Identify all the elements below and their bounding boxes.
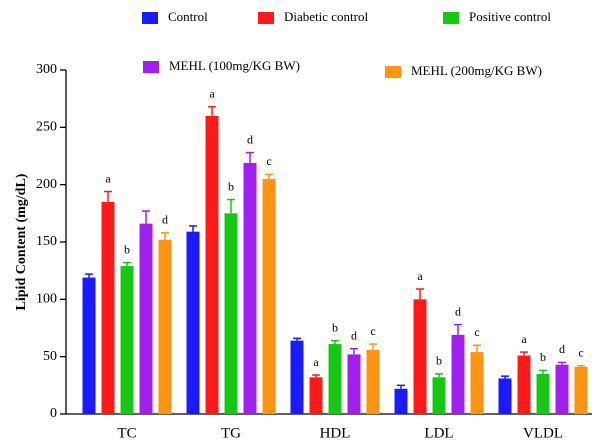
y-tick-label: 150: [36, 234, 57, 249]
significance-letter: b: [436, 354, 442, 368]
legend-label: Positive control: [469, 9, 551, 24]
significance-letter: b: [228, 179, 234, 193]
legend-label: MEHL (200mg/KG BW): [411, 63, 542, 78]
significance-letter: c: [266, 154, 271, 168]
legend-label: MEHL (100mg/KG BW): [169, 58, 300, 73]
y-tick-label: 100: [36, 292, 57, 307]
bar: [432, 377, 446, 414]
bar: [82, 277, 96, 414]
x-tick-label: VLDL: [523, 425, 563, 441]
significance-letter: c: [474, 325, 479, 339]
significance-letter: b: [332, 320, 338, 334]
legend-swatch: [143, 61, 159, 73]
significance-letter: a: [313, 355, 319, 369]
bar: [309, 377, 323, 414]
bar: [574, 366, 588, 414]
bar: [413, 299, 427, 414]
legend-label: Control: [168, 9, 208, 24]
significance-letter: a: [521, 332, 527, 346]
bar: [536, 373, 550, 414]
significance-letter: b: [540, 350, 546, 364]
y-tick-label: 300: [36, 62, 57, 77]
x-tick-label: TG: [221, 425, 241, 441]
bar: [517, 355, 531, 414]
bar: [139, 223, 153, 414]
x-tick-label: TC: [117, 425, 136, 441]
x-tick-label: LDL: [424, 425, 453, 441]
bar: [394, 388, 408, 414]
bar: [158, 239, 172, 414]
significance-letter: d: [247, 132, 253, 146]
bar: [451, 334, 465, 414]
y-tick-label: 50: [43, 349, 57, 364]
y-tick-label: 200: [36, 177, 57, 192]
significance-letter: b: [124, 242, 130, 256]
bar: [555, 364, 569, 414]
bar: [366, 349, 380, 414]
bar: [243, 162, 257, 414]
bar: [120, 266, 134, 414]
significance-letter: c: [578, 346, 583, 360]
bar: [101, 201, 115, 414]
significance-letter: a: [417, 269, 423, 283]
significance-letter: d: [559, 342, 565, 356]
legend-swatch: [142, 12, 158, 24]
significance-letter: c: [370, 324, 375, 338]
y-tick-label: 0: [50, 406, 57, 421]
significance-letter: d: [455, 304, 461, 318]
bar: [328, 344, 342, 414]
bar: [290, 340, 304, 414]
legend-swatch: [443, 12, 459, 24]
significance-letter: d: [162, 213, 168, 227]
legend-label: Diabetic control: [284, 9, 368, 24]
bar: [224, 213, 238, 414]
significance-letter: a: [209, 86, 215, 100]
legend-swatch: [258, 12, 274, 24]
y-axis-label: Lipid Content (mg/dL): [14, 173, 29, 310]
legend-swatch: [385, 66, 401, 78]
bar: [205, 115, 219, 414]
bar: [498, 378, 512, 414]
significance-letter: a: [105, 171, 111, 185]
y-tick-label: 250: [36, 120, 57, 135]
bar: [262, 178, 276, 414]
bar: [186, 231, 200, 414]
significance-letter: d: [351, 328, 357, 342]
bar: [470, 352, 484, 414]
bar: [347, 354, 361, 414]
x-tick-label: HDL: [320, 425, 351, 441]
